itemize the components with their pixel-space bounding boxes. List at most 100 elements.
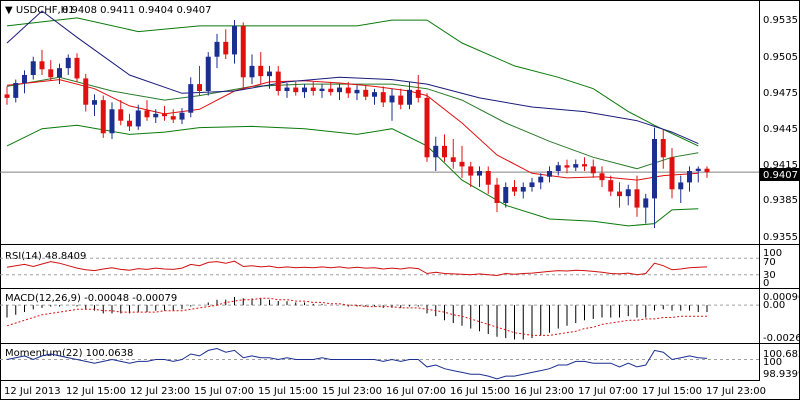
- bull-candle: [214, 41, 220, 57]
- bear-candle: [275, 71, 281, 91]
- momentum-tick: 100.6827: [763, 349, 800, 360]
- bull-candle: [135, 110, 141, 127]
- bear-candle: [4, 94, 10, 98]
- bollinger-middle-line: [6, 76, 699, 170]
- bear-candle: [450, 157, 456, 162]
- bull-candle: [153, 113, 159, 118]
- rsi-panel-label: RSI(14) 48.8409: [5, 251, 86, 262]
- bear-candle: [608, 180, 614, 192]
- bull-candle: [249, 65, 255, 78]
- bull-candle: [643, 198, 649, 208]
- bear-candle: [240, 25, 246, 78]
- macd-tick: -0.00268: [763, 333, 800, 344]
- macd-panel-label: MACD(12,26,9) -0.00048 -0.00079: [5, 293, 177, 304]
- bull-candle: [65, 57, 71, 69]
- time-tick: 16 Jul 23:00: [514, 386, 574, 397]
- bear-candle: [564, 165, 570, 168]
- bull-candle: [57, 68, 62, 78]
- bull-candle: [354, 89, 360, 94]
- price-tick: 0.9385: [763, 195, 798, 206]
- bull-candle: [538, 176, 544, 183]
- rsi-tick: 0: [763, 278, 769, 289]
- bull-candle: [284, 87, 290, 91]
- bear-candle: [118, 109, 124, 121]
- bear-candle: [83, 78, 89, 105]
- price-tick: 0.9415: [763, 160, 798, 171]
- rsi-tick: 70: [763, 257, 776, 268]
- bull-candle: [520, 187, 526, 192]
- bull-candle: [188, 84, 194, 113]
- bollinger-lower-line: [6, 124, 699, 227]
- bear-candle: [144, 110, 150, 118]
- bull-candle: [678, 182, 684, 190]
- bear-candle: [223, 41, 229, 55]
- bear-candle: [197, 84, 202, 91]
- bollinger-upper-line: [6, 17, 699, 147]
- rsi-series: [0, 257, 759, 277]
- rsi-tick: 100: [763, 248, 782, 259]
- bear-candle: [310, 87, 316, 91]
- ma-fast-line: [6, 79, 699, 181]
- bull-candle: [555, 165, 561, 171]
- bull-candle: [205, 56, 211, 91]
- bull-candle: [13, 83, 19, 98]
- time-tick: 12 Jul 15:00: [66, 386, 126, 397]
- price-tick: 0.9475: [763, 88, 798, 99]
- macd-signal-line: [6, 297, 707, 336]
- bear-candle: [345, 87, 351, 94]
- bull-candle: [92, 100, 97, 105]
- bear-candle: [634, 189, 640, 208]
- macd-tick: 0.00096: [763, 292, 800, 303]
- bull-candle: [179, 112, 185, 120]
- time-tick: 15 Jul 15:00: [258, 386, 318, 397]
- bear-candle: [669, 157, 675, 190]
- current-price-label: 0.9407: [763, 170, 798, 181]
- bull-candle: [22, 75, 27, 83]
- bear-candle: [442, 145, 447, 158]
- bull-candle: [529, 182, 535, 187]
- price-tick: 0.9445: [763, 124, 798, 135]
- bull-candle: [232, 25, 237, 55]
- ohlc-header: 0.9408 0.9411 0.9404 0.9407: [62, 5, 212, 16]
- price-tick: 0.9355: [763, 232, 798, 243]
- bear-candle: [363, 89, 369, 97]
- price-tick: 0.9505: [763, 52, 798, 63]
- bull-candle: [503, 187, 509, 203]
- candles: [4, 20, 710, 229]
- bear-candle: [415, 89, 421, 98]
- bear-candle: [459, 161, 465, 167]
- symbol-header: ▼ USDCHF,H1: [5, 5, 75, 16]
- bull-candle: [337, 87, 342, 93]
- time-tick: 17 Jul 23:00: [706, 386, 766, 397]
- bull-candle: [687, 171, 692, 183]
- momentum-line: [6, 347, 708, 380]
- ma-slow-line: [6, 10, 699, 145]
- price-axis: 0.9535 0.9505 0.9475 0.9445 0.9415 0.938…: [763, 15, 798, 243]
- current-price-marker: [759, 168, 800, 181]
- bear-candle: [127, 120, 132, 127]
- bear-candle: [100, 100, 106, 134]
- bear-candle: [494, 184, 500, 203]
- bear-candle: [617, 191, 622, 197]
- bear-candle: [293, 87, 299, 93]
- rsi-line: [6, 260, 708, 277]
- bear-candle: [328, 88, 334, 93]
- momentum-tick: 98.9399: [763, 369, 800, 380]
- bear-candle: [485, 171, 491, 185]
- time-tick: 16 Jul 07:00: [386, 386, 446, 397]
- bear-candle: [48, 69, 54, 78]
- momentum-tick: 100: [763, 357, 782, 368]
- bull-candle: [547, 171, 552, 177]
- bull-candle: [109, 109, 115, 134]
- bear-candle: [398, 95, 404, 105]
- time-tick: 15 Jul 23:00: [322, 386, 382, 397]
- bear-candle: [660, 139, 666, 158]
- time-tick: 17 Jul 15:00: [642, 386, 702, 397]
- bear-candle: [424, 97, 430, 158]
- bull-candle: [573, 164, 579, 168]
- macd-series: [0, 296, 759, 340]
- rsi-tick: 30: [763, 270, 776, 281]
